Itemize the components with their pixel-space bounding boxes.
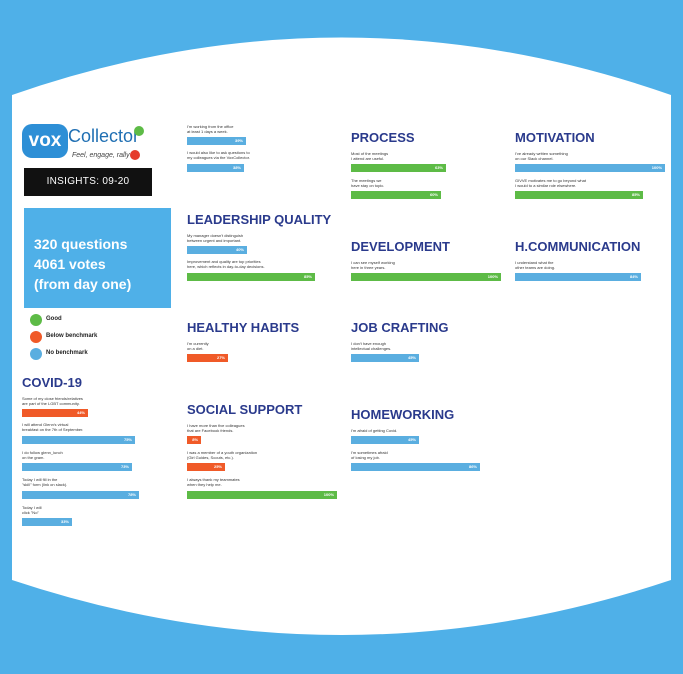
bar-value-label: 38% [232, 165, 241, 170]
question-label-development-0: I can see myself working here in three y… [351, 260, 395, 270]
section-title-motivation: MOTIVATION [515, 130, 595, 145]
bar-value-label: 78% [127, 492, 136, 497]
question-label-covid-19-1: I will attend Glenn's virtual breakfast … [22, 422, 84, 432]
bar-value-label: 73% [120, 464, 129, 469]
question-label-homeworking-1: I'm sometimes afraid of losing my job. [351, 450, 388, 460]
section-title-h-communication: H.COMMUNICATION [515, 239, 641, 254]
bar-value-label: 75% [123, 437, 132, 442]
bar-homeworking-1: 86% [351, 463, 480, 471]
bar-value-label: 63% [434, 165, 443, 170]
bar-h-communication-0: 84% [515, 273, 641, 281]
bar-leadership-quality-1: 85% [187, 273, 315, 281]
bar-value-label: 27% [216, 355, 225, 360]
bar-social-support-0: 8% [187, 436, 201, 444]
bar-value-label: 100% [487, 274, 498, 279]
section-title-process: PROCESS [351, 130, 415, 145]
logo-green-dot-icon [134, 126, 144, 136]
legend-label: No benchmark [46, 350, 88, 356]
legend-label: Below benchmark [46, 333, 98, 339]
bar-covid-19-1: 75% [22, 436, 135, 444]
bar-value-label: 100% [323, 492, 334, 497]
question-label-process-1: The meetings we have stay on topic. [351, 178, 385, 188]
section-title-job-crafting: JOB CRAFTING [351, 320, 449, 335]
question-label-social-support-0: I have more than five colleagues that ar… [187, 423, 245, 433]
bar-value-label: 45% [407, 355, 416, 360]
question-label-covid-19-2: I do follow glenn_lunch on the gram. [22, 450, 63, 460]
bar-top-0-0: 39% [187, 137, 246, 145]
stats-questions: 320 questions [34, 236, 128, 252]
question-label-h-communication-0: I understand what the other teams are do… [515, 260, 556, 270]
stats-box: 320 questions 4061 votes (from day one) [24, 208, 171, 308]
question-label-leadership-quality-1: Improvement and quality are top prioriti… [187, 259, 265, 269]
question-label-job-crafting-0: I don't have enough intellectual challen… [351, 341, 392, 351]
section-title-leadership-quality: LEADERSHIP QUALITY [187, 212, 332, 227]
logo-tagline: Feel, engage, rally [72, 152, 130, 159]
question-label-covid-19-0: Some of my close friends/relatives are p… [22, 396, 83, 406]
question-label-social-support-1: I was a member of a youth organization (… [187, 450, 258, 460]
bar-development-0: 100% [351, 273, 501, 281]
bar-value-label: 40% [235, 247, 244, 252]
bar-value-label: 39% [234, 138, 243, 143]
bar-value-label: 60% [429, 192, 438, 197]
bar-social-support-2: 100% [187, 491, 337, 499]
bar-value-label: 33% [60, 519, 69, 524]
question-label-top-0-1: I would also like to ask questions to my… [187, 150, 250, 160]
bar-value-label: 84% [629, 274, 638, 279]
bar-covid-19-0: 44% [22, 409, 88, 417]
card-background [12, 37, 671, 635]
bar-covid-19-3: 78% [22, 491, 139, 499]
question-label-social-support-2: I always thank my teammates when they he… [187, 477, 240, 487]
legend-dot-icon [30, 331, 42, 343]
bar-value-label: 25% [213, 464, 222, 469]
question-label-top-0-0: I'm working from the office at least 1 d… [187, 124, 234, 134]
question-label-homeworking-0: I'm afraid of getting Covid. [351, 428, 398, 433]
bar-value-label: 85% [303, 274, 312, 279]
question-label-covid-19-3: Today I will fill in the "skill" form (l… [22, 477, 68, 487]
bar-value-label: 85% [631, 192, 640, 197]
stats-votes: 4061 votes [34, 256, 106, 272]
insights-card [12, 0, 671, 674]
stats-period: (from day one) [34, 276, 132, 292]
question-label-leadership-quality-0: My manager doesn't distinguish between u… [187, 233, 244, 243]
bar-value-label: 45% [407, 437, 416, 442]
legend-dot-icon [30, 348, 42, 360]
logo-red-dot-icon [130, 150, 140, 160]
bar-top-0-1: 38% [187, 164, 244, 172]
section-title-healthy-habits: HEALTHY HABITS [187, 320, 300, 335]
bar-healthy-habits-0: 27% [187, 354, 228, 362]
bar-motivation-0: 100% [515, 164, 665, 172]
question-label-motivation-1: GIVVE motivates me to go beyond what I w… [515, 178, 586, 188]
question-label-healthy-habits-0: I'm currently on a diet. [187, 341, 209, 351]
bar-value-label: 100% [651, 165, 662, 170]
logo-vox-badge: vox [22, 124, 68, 158]
question-label-covid-19-4: Today I will click "No" [22, 505, 42, 515]
bar-homeworking-0: 45% [351, 436, 419, 444]
bar-process-1: 60% [351, 191, 441, 199]
voxcollector-logo: vox Collector Feel, engage, rally [22, 122, 162, 166]
bar-process-0: 63% [351, 164, 446, 172]
bar-value-label: 8% [192, 437, 198, 442]
question-label-process-0: Most of the meetings I attend are useful… [351, 151, 389, 161]
section-title-social-support: SOCIAL SUPPORT [187, 402, 303, 417]
bar-value-label: 86% [468, 464, 477, 469]
legend-label: Good [46, 316, 62, 322]
legend-dot-icon [30, 314, 42, 326]
bar-social-support-1: 25% [187, 463, 225, 471]
section-title-covid-19: COVID-19 [22, 375, 82, 390]
insights-period-label: INSIGHTS: 09-20 [24, 168, 152, 196]
logo-collector-text: Collector [68, 126, 140, 146]
bar-job-crafting-0: 45% [351, 354, 419, 362]
section-title-homeworking: HOMEWORKING [351, 407, 455, 422]
bar-leadership-quality-0: 40% [187, 246, 247, 254]
bar-covid-19-4: 33% [22, 518, 72, 526]
bar-value-label: 44% [76, 410, 85, 415]
section-title-development: DEVELOPMENT [351, 239, 450, 254]
question-label-motivation-0: I've already written something on our Sl… [515, 151, 568, 161]
bar-covid-19-2: 73% [22, 463, 132, 471]
bar-motivation-1: 85% [515, 191, 643, 199]
